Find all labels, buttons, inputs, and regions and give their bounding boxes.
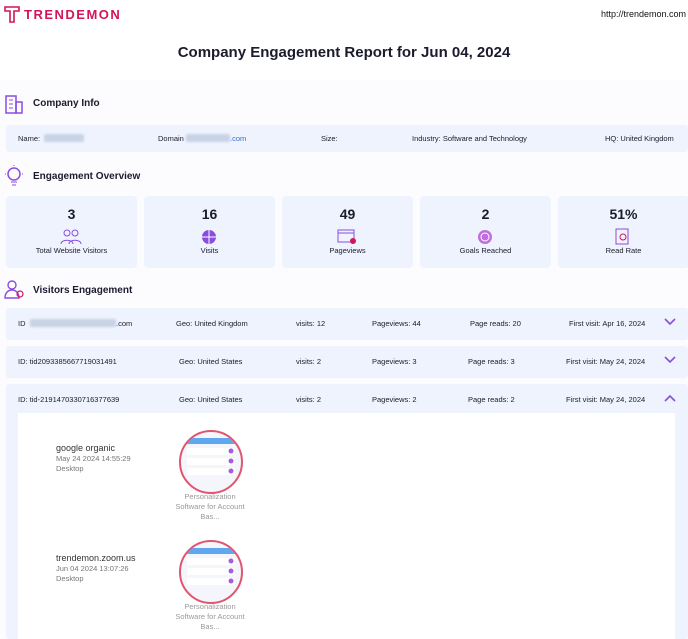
visitor-row[interactable]: ID .com Geo: United Kingdom visits: 12 Pagev… — [6, 308, 688, 340]
hq: HQ: United Kingdom — [605, 134, 674, 143]
stat-icon — [478, 230, 492, 244]
redacted — [44, 134, 84, 142]
session-source: trendemon.zoom.us — [56, 553, 136, 563]
size-label: Size: — [321, 134, 338, 143]
stat-label: Pageviews — [329, 246, 366, 255]
logo: TRENDEMON — [24, 7, 122, 22]
logo-icon — [4, 6, 20, 23]
expand-toggle[interactable] — [664, 356, 676, 364]
page-reads: Page reads: 3 — [468, 357, 515, 366]
stat-icon — [337, 229, 356, 244]
stat-value: 2 — [481, 206, 490, 222]
stat-card: 2 Goals Reached — [420, 196, 551, 268]
geo: Geo: United States — [179, 357, 243, 366]
first-visit: First visit: May 24, 2024 — [566, 395, 646, 404]
stat-value: 3 — [67, 206, 76, 222]
visits: visits: 2 — [296, 395, 322, 404]
pageviews: Pageviews: 44 — [372, 319, 421, 328]
visits: visits: 12 — [296, 319, 326, 328]
visitors-icon — [4, 280, 24, 299]
expand-toggle[interactable] — [664, 318, 676, 326]
redacted — [186, 134, 230, 142]
pageviews: Pageviews: 2 — [372, 395, 417, 404]
pageviews: Pageviews: 3 — [372, 357, 417, 366]
report-title: Company Engagement Report for Jun 04, 20… — [177, 44, 511, 61]
visitor-id: ID — [18, 319, 26, 328]
thumbnail-art — [181, 548, 241, 585]
visitor-row[interactable]: ID: tid2093385667719031491 Geo: United St… — [6, 346, 688, 378]
stat-card: 51% Read Rate — [558, 196, 688, 268]
section-title: Visitors Engagement — [33, 285, 133, 296]
session-time: Jun 04 2024 13:07:26 — [56, 564, 129, 573]
industry: Industry: Software and Technology — [412, 134, 527, 143]
geo: Geo: United States — [179, 395, 243, 404]
section-title: Engagement Overview — [33, 171, 141, 182]
id-suffix: .com — [116, 319, 133, 328]
stat-icon — [615, 228, 629, 245]
bulb-icon — [5, 165, 23, 186]
redacted — [30, 319, 116, 327]
stat-icon — [202, 230, 216, 244]
stat-label: Total Website Visitors — [35, 246, 108, 255]
section-title: Company Info — [33, 98, 100, 109]
domain-suffix: .com — [230, 134, 247, 143]
company-info-bar: Name: Domain .com Size: Industry: Softwa… — [6, 125, 688, 152]
stat-value: 49 — [339, 206, 356, 222]
stat-label: Goals Reached — [459, 246, 512, 255]
site-url: http://trendemon.com — [600, 9, 686, 19]
building-icon — [5, 95, 23, 114]
stat-value: 51% — [609, 206, 638, 222]
session-device: Desktop — [56, 574, 84, 583]
thumbnail-art — [181, 438, 241, 475]
content-thumbnail[interactable] — [179, 540, 243, 604]
first-visit: First visit: May 24, 2024 — [566, 357, 646, 366]
expand-toggle[interactable] — [664, 394, 676, 402]
stat-label: Visits — [200, 246, 219, 255]
stat-card: 16 Visits — [144, 196, 275, 268]
stat-icon — [60, 229, 82, 245]
session-device: Desktop — [56, 464, 84, 473]
name-label: Name: — [18, 134, 41, 143]
session-source: google organic — [56, 443, 116, 453]
first-visit: First visit: Apr 16, 2024 — [569, 319, 646, 328]
content-thumbnail[interactable] — [179, 430, 243, 494]
sessions-panel: google organic May 24 2024 14:55:29 Deskto… — [18, 413, 675, 639]
stat-card: 49 Pageviews — [282, 196, 413, 268]
content-title: Personalization Software for Account Bas… — [175, 492, 245, 521]
content-title: Personalization Software for Account Bas… — [175, 602, 245, 631]
stat-label: Read Rate — [605, 246, 642, 255]
stat-card: 3 Total Website Visitors — [6, 196, 137, 268]
geo: Geo: United Kingdom — [176, 319, 248, 328]
visitor-id: ID: tid-2191470330716377639 — [18, 395, 120, 404]
visitor-id: ID: tid2093385667719031491 — [18, 357, 117, 366]
page-reads: Page reads: 20 — [470, 319, 521, 328]
stat-value: 16 — [201, 206, 218, 222]
page-reads: Page reads: 2 — [468, 395, 515, 404]
domain-label: Domain — [158, 134, 184, 143]
session-time: May 24 2024 14:55:29 — [56, 454, 131, 463]
visits: visits: 2 — [296, 357, 322, 366]
